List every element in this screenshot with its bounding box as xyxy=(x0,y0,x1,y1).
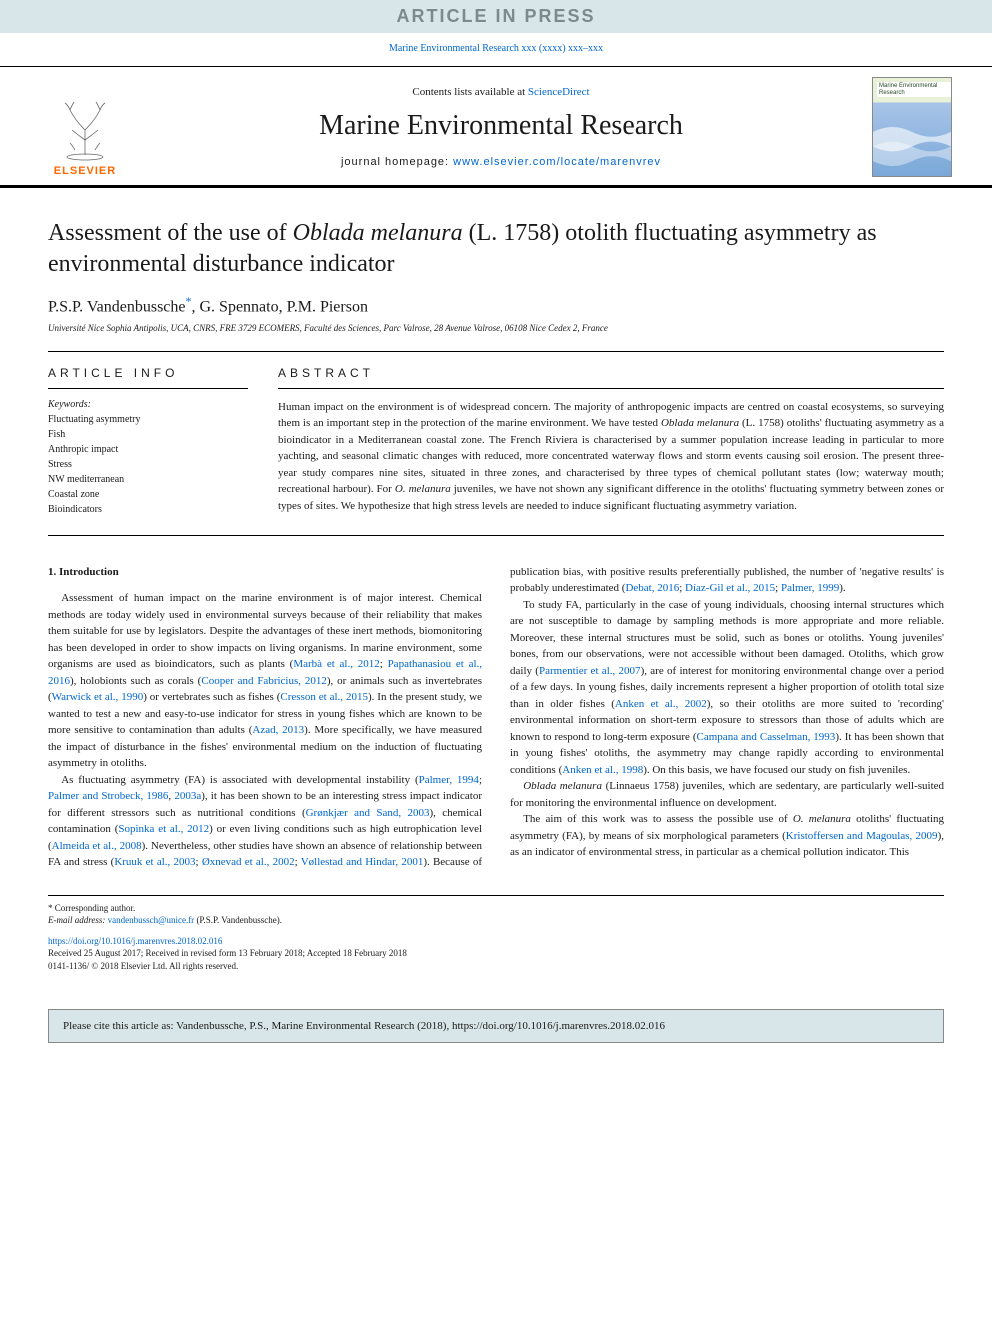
elsevier-logo: ELSEVIER xyxy=(40,77,130,177)
citation-link[interactable]: Palmer and Strobeck, 1986 xyxy=(48,790,168,802)
corresponding-author-note: * Corresponding author. xyxy=(48,902,944,915)
body-columns: 1. Introduction Assessment of human impa… xyxy=(48,564,944,871)
keywords-list: Fluctuating asymmetry Fish Anthropic imp… xyxy=(48,412,248,517)
citation-link[interactable]: Cooper and Fabricius, 2012 xyxy=(201,675,327,687)
citation-link[interactable]: Azad, 2013 xyxy=(252,724,304,736)
cite-this-article-box: Please cite this article as: Vandenbussc… xyxy=(48,1009,944,1043)
affiliation: Université Nice Sophia Antipolis, UCA, C… xyxy=(48,323,944,333)
title-pre: Assessment of the use of xyxy=(48,220,293,246)
citation-link[interactable]: Cresson et al., 2015 xyxy=(280,691,368,703)
abstract-text: Human impact on the environment is of wi… xyxy=(278,399,944,515)
email-link[interactable]: vandenbussch@unice.fr xyxy=(108,915,195,925)
keywords-label: Keywords: xyxy=(48,399,248,410)
keyword: Anthropic impact xyxy=(48,442,248,457)
keyword: Coastal zone xyxy=(48,487,248,502)
intro-p4: Oblada melanura (Linnaeus 1758) juvenile… xyxy=(510,778,944,811)
doi-block: https://doi.org/10.1016/j.marenvres.2018… xyxy=(48,935,944,973)
citation-link[interactable]: Grønkjær and Sand, 2003 xyxy=(306,807,430,819)
homepage-line: journal homepage: www.elsevier.com/locat… xyxy=(150,156,852,168)
masthead-center: Contents lists available at ScienceDirec… xyxy=(150,86,852,168)
intro-p1: Assessment of human impact on the marine… xyxy=(48,590,482,772)
article-in-press-banner: ARTICLE IN PRESS xyxy=(0,0,992,33)
intro-p3: To study FA, particularly in the case of… xyxy=(510,597,944,779)
citation-link[interactable]: Díaz-Gil et al., 2015 xyxy=(685,582,775,594)
reference-link[interactable]: Marine Environmental Research xxx (xxxx)… xyxy=(389,43,603,54)
author-1: P.S.P. Vandenbussche xyxy=(48,299,186,316)
homepage-prefix: journal homepage: xyxy=(341,156,453,168)
masthead: ELSEVIER Contents lists available at Sci… xyxy=(0,66,992,188)
email-line: E-mail address: vandenbussch@unice.fr (P… xyxy=(48,914,944,927)
keyword: NW mediterranean xyxy=(48,472,248,487)
citation-link[interactable]: Anken et al., 2002 xyxy=(615,698,707,710)
citation-link[interactable]: Sopinka et al., 2012 xyxy=(118,823,209,835)
t: ), holobionts such as corals ( xyxy=(70,675,201,687)
citation-link[interactable]: Marbà et al., 2012 xyxy=(293,658,379,670)
authors-rest: , G. Spennato, P.M. Pierson xyxy=(192,299,368,316)
t: ) or vertebrates such as fishes ( xyxy=(143,691,280,703)
keyword: Stress xyxy=(48,457,248,472)
article-info: ARTICLE INFO Keywords: Fluctuating asymm… xyxy=(48,366,248,517)
article-body: Assessment of the use of Oblada melanura… xyxy=(0,188,992,993)
elsevier-tree-icon xyxy=(50,95,120,165)
citation-link[interactable]: Parmentier et al., 2007 xyxy=(539,665,641,677)
email-paren: (P.S.P. Vandenbussche). xyxy=(194,915,282,925)
t: ; xyxy=(380,658,388,670)
email-label: E-mail address: xyxy=(48,915,108,925)
citation-link[interactable]: 2003a xyxy=(174,790,201,802)
citation-link[interactable]: Vøllestad and Hindar, xyxy=(301,856,398,868)
info-abstract-block: ARTICLE INFO Keywords: Fluctuating asymm… xyxy=(48,351,944,536)
journal-name: Marine Environmental Research xyxy=(150,110,852,142)
citation-link[interactable]: Øxnevad et al., 2002 xyxy=(202,856,295,868)
t: ). xyxy=(839,582,845,594)
article-title: Assessment of the use of Oblada melanura… xyxy=(48,218,944,280)
t: As fluctuating asymmetry (FA) is associa… xyxy=(61,774,418,786)
copyright-line: 0141-1136/ © 2018 Elsevier Ltd. All righ… xyxy=(48,960,944,973)
citation-link[interactable]: Palmer, 1994 xyxy=(419,774,479,786)
keyword: Bioindicators xyxy=(48,502,248,517)
title-species: Oblada melanura xyxy=(293,220,463,246)
keyword: Fluctuating asymmetry xyxy=(48,412,248,427)
intro-p5: The aim of this work was to assess the p… xyxy=(510,811,944,861)
abstract: ABSTRACT Human impact on the environment… xyxy=(278,366,944,517)
abstract-species-1: Oblada melanura xyxy=(661,417,739,429)
sciencedirect-link[interactable]: ScienceDirect xyxy=(528,86,590,98)
keyword: Fish xyxy=(48,427,248,442)
footnotes: * Corresponding author. E-mail address: … xyxy=(48,895,944,973)
homepage-link[interactable]: www.elsevier.com/locate/marenvrev xyxy=(453,156,661,168)
t: The aim of this work was to assess the p… xyxy=(523,813,793,825)
article-info-heading: ARTICLE INFO xyxy=(48,366,248,389)
intro-heading: 1. Introduction xyxy=(48,564,482,581)
species: Oblada melanura xyxy=(523,780,602,792)
species: O. melanura xyxy=(793,813,851,825)
t: ). On this basis, we have focused our st… xyxy=(643,764,910,776)
abstract-species-2: O. melanura xyxy=(395,483,451,495)
citation-link[interactable]: 2001 xyxy=(401,856,423,868)
citation-link[interactable]: Kruuk et al., 2003 xyxy=(114,856,195,868)
citation-link[interactable]: Debat, 2016 xyxy=(625,582,679,594)
authors: P.S.P. Vandenbussche*, G. Spennato, P.M.… xyxy=(48,294,944,316)
citation-link[interactable]: Campana and Casselman, 1993 xyxy=(697,731,836,743)
citation-link[interactable]: Palmer, 1999 xyxy=(781,582,839,594)
t: ; xyxy=(479,774,482,786)
reference-line: Marine Environmental Research xxx (xxxx)… xyxy=(0,33,992,66)
citation-link[interactable]: Anken et al., 1998 xyxy=(562,764,643,776)
abstract-heading: ABSTRACT xyxy=(278,366,944,389)
doi-link[interactable]: https://doi.org/10.1016/j.marenvres.2018… xyxy=(48,936,222,946)
elsevier-name: ELSEVIER xyxy=(54,165,116,177)
citation-link[interactable]: Kristoffersen and Magoulas, 2009 xyxy=(786,830,938,842)
received-line: Received 25 August 2017; Received in rev… xyxy=(48,947,944,960)
contents-line: Contents lists available at ScienceDirec… xyxy=(150,86,852,98)
contents-prefix: Contents lists available at xyxy=(412,86,527,98)
citation-link[interactable]: Almeida et al., 2008 xyxy=(52,840,142,852)
citation-link[interactable]: Warwick et al., 1990 xyxy=(52,691,144,703)
journal-cover-thumbnail: Marine Environmental Research xyxy=(872,77,952,177)
